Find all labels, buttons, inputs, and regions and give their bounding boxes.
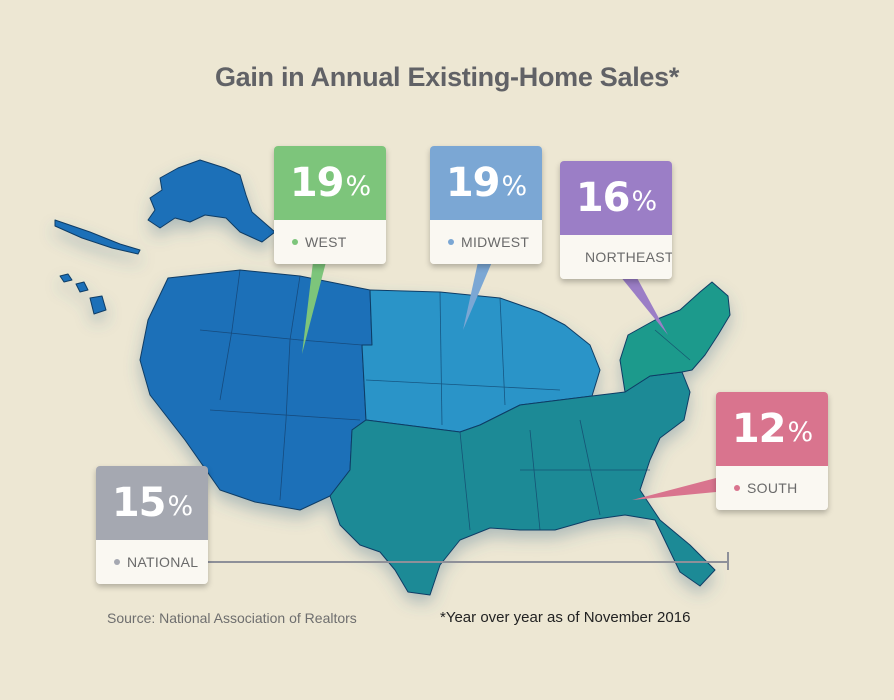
west-label: WEST xyxy=(305,234,347,250)
northeast-label: NORTHEAST xyxy=(585,249,672,265)
chart-title: Gain in Annual Existing-Home Sales* xyxy=(214,62,680,92)
callout-northeast-value-box: 16% xyxy=(560,161,672,235)
callout-west-value-box: 19% xyxy=(274,146,386,220)
northeast-value: 16 xyxy=(575,175,631,221)
callout-west: 19% WEST xyxy=(274,146,386,264)
national-unit: % xyxy=(167,490,194,522)
west-pointer xyxy=(302,262,326,354)
midwest-dot-icon xyxy=(448,239,454,245)
footnote: *Year over year as of November 2016 xyxy=(440,609,691,626)
callout-national-label-box: NATIONAL xyxy=(96,540,208,584)
south-pointer xyxy=(632,478,716,500)
northeast-pointer xyxy=(620,276,668,335)
national-value: 15 xyxy=(111,480,167,526)
region-alaska xyxy=(147,159,276,243)
midwest-pointer xyxy=(463,262,492,330)
midwest-unit: % xyxy=(501,170,528,202)
callout-west-label-box: WEST xyxy=(274,220,386,264)
callout-national-value-box: 15% xyxy=(96,466,208,540)
callout-northeast-label-box: NORTHEAST xyxy=(560,235,672,279)
callout-midwest-label-box: MIDWEST xyxy=(430,220,542,264)
national-dot-icon xyxy=(114,559,120,565)
national-label: NATIONAL xyxy=(127,554,199,570)
callout-south-label-box: SOUTH xyxy=(716,466,828,510)
west-unit: % xyxy=(345,170,372,202)
midwest-value: 19 xyxy=(445,160,501,206)
region-northeast xyxy=(619,281,731,393)
callout-midwest-value-box: 19% xyxy=(430,146,542,220)
south-dot-icon xyxy=(734,485,740,491)
region-alaska-islands xyxy=(54,219,141,255)
national-line xyxy=(206,552,729,570)
callout-northeast: 16% NORTHEAST xyxy=(560,161,672,279)
callout-national: 15% NATIONAL xyxy=(96,466,208,584)
source-note: Source: National Association of Realtors xyxy=(107,610,357,626)
region-hawaii xyxy=(59,273,107,315)
midwest-label: MIDWEST xyxy=(461,234,530,250)
south-value: 12 xyxy=(731,406,787,452)
northeast-unit: % xyxy=(631,185,658,217)
south-unit: % xyxy=(787,416,814,448)
west-dot-icon xyxy=(292,239,298,245)
callout-midwest: 19% MIDWEST xyxy=(430,146,542,264)
west-value: 19 xyxy=(289,160,345,206)
callout-south-value-box: 12% xyxy=(716,392,828,466)
south-label: SOUTH xyxy=(747,480,798,496)
callout-south: 12% SOUTH xyxy=(716,392,828,510)
